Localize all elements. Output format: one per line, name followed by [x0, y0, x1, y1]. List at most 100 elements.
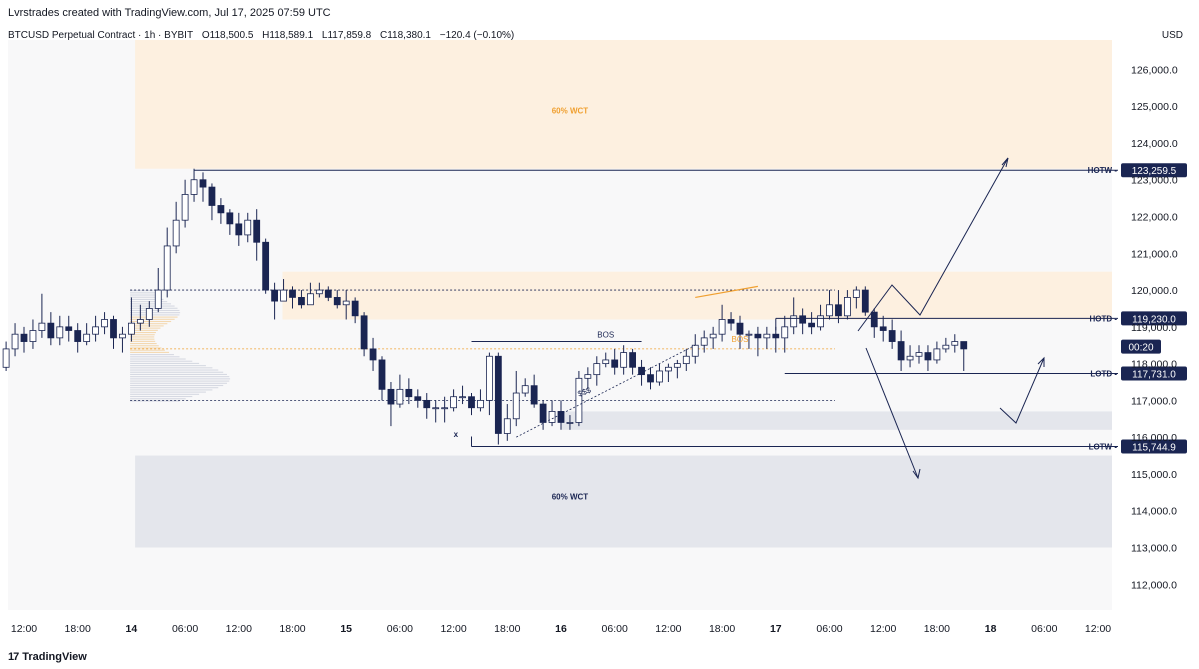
y-tick-label: 118,000.0 — [1131, 359, 1177, 371]
volume-profile-bar — [130, 336, 155, 338]
volume-profile-bar — [130, 398, 186, 400]
bull-candle — [136, 319, 144, 324]
volume-profile-bar — [130, 314, 180, 316]
tradingview-logo: 17 TradingView — [8, 651, 87, 663]
bear-candle — [226, 212, 234, 225]
bull-candle — [691, 344, 699, 357]
tradingview-logo-text: TradingView — [22, 651, 87, 663]
level-tag-hotd: HOTD - — [1089, 314, 1117, 323]
currency-label: USD — [1161, 30, 1183, 41]
bull-candle — [485, 355, 493, 401]
bull-candle — [280, 289, 287, 302]
bear-candle — [208, 186, 216, 206]
volume-profile-bar — [130, 378, 231, 380]
projection-bounce-path — [999, 357, 1045, 424]
y-tick-label: 122,000.0 — [1131, 212, 1178, 224]
bull-candle — [503, 418, 511, 434]
bull-candle — [477, 399, 484, 409]
x-tick-label: 18:00 — [279, 623, 305, 635]
volume-profile-bar — [130, 358, 186, 360]
level-price-box — [1121, 311, 1187, 326]
bear-candle — [799, 315, 807, 324]
bull-candle — [154, 289, 162, 309]
ohlc-change: −120.4 (−0.10%) — [439, 30, 515, 41]
bear-candle — [20, 333, 28, 342]
bull-candle — [575, 377, 583, 423]
volume-profile-bar — [130, 323, 168, 325]
level-price-hotd: 119,230.0 — [1132, 314, 1176, 325]
ohlc-low: L117,859.8 — [321, 30, 372, 41]
volume-profile-bar — [130, 382, 227, 384]
volume-profile-bar — [130, 349, 165, 351]
bear-candle — [879, 326, 887, 331]
bull-candle — [190, 179, 198, 195]
bear-candle — [494, 355, 502, 434]
bull-candle — [665, 366, 672, 372]
level-price-box — [1121, 163, 1187, 178]
x-tick-label: 06:00 — [172, 623, 198, 635]
bear-candle — [736, 322, 744, 335]
y-tick-label: 113,000.0 — [1131, 542, 1177, 554]
bull-candle — [172, 219, 180, 247]
volume-profile-bar — [130, 334, 155, 336]
bull-candle — [306, 293, 314, 306]
bear-candle — [629, 352, 636, 368]
bull-candle — [512, 392, 520, 420]
y-tick-label: 119,000.0 — [1131, 322, 1177, 334]
y-tick-label: 123,000.0 — [1131, 175, 1178, 187]
bear-candle — [387, 388, 395, 405]
level-tag-lotd: LOTD - — [1090, 370, 1117, 379]
bear-candle — [539, 403, 547, 423]
volume-profile-bar — [130, 380, 230, 382]
bull-candle — [521, 385, 529, 394]
bull-candle — [718, 319, 726, 335]
bear-candle — [289, 289, 296, 298]
bull-candle — [763, 333, 771, 339]
volume-profile-bar — [130, 387, 219, 389]
bull-candle — [709, 333, 717, 339]
bull-candle — [459, 396, 466, 399]
y-tick-label: 124,000.0 — [1131, 138, 1178, 150]
bear-candle — [414, 396, 422, 401]
bear-candle — [65, 326, 73, 331]
volume-profile-bar — [130, 343, 157, 345]
bear-candle — [217, 205, 225, 214]
bear-candle — [405, 388, 413, 398]
y-tick-label: 115,000.0 — [1131, 469, 1177, 481]
x-tick-label: 06:00 — [816, 623, 842, 635]
bull-candle — [852, 289, 860, 298]
bull-candle — [602, 359, 610, 365]
bear-candle — [271, 289, 279, 302]
orange-zone-top — [135, 40, 1113, 169]
bear-candle — [835, 304, 842, 317]
volume-profile-bar — [130, 312, 181, 314]
bull-candle — [593, 363, 601, 376]
volume-profile-bar — [130, 356, 180, 358]
x-tick-label: 16 — [555, 623, 567, 635]
bull-candle — [700, 337, 708, 346]
volume-profile-bar — [130, 331, 156, 334]
bull-candle — [584, 374, 592, 379]
symbol-name[interactable]: BTCUSD Perpetual Contract · 1h · BYBIT — [8, 30, 194, 41]
level-tag-hotw: HOTW - — [1088, 166, 1118, 175]
bull-candle — [145, 308, 153, 320]
volume-profile-bar — [130, 298, 164, 300]
level-price-box — [1121, 366, 1187, 381]
bos-line-orange — [695, 285, 759, 299]
bear-candle — [360, 315, 368, 350]
bull-candle — [2, 348, 10, 368]
volume-profile-bar — [130, 384, 224, 387]
bear-candle — [47, 322, 55, 339]
sweep-x-marker: x — [454, 430, 459, 439]
volume-profile-bar — [130, 338, 155, 340]
volume-profile-bar — [130, 400, 180, 402]
volume-profile-bar — [130, 307, 178, 309]
volume-profile-bar — [130, 351, 170, 353]
bull-candle — [826, 304, 833, 317]
projection-down-arrowhead — [912, 468, 921, 480]
projection-up-path — [857, 157, 1009, 332]
bull-candle — [566, 422, 574, 424]
bull-candle — [620, 352, 628, 368]
bull-candle — [92, 326, 99, 335]
